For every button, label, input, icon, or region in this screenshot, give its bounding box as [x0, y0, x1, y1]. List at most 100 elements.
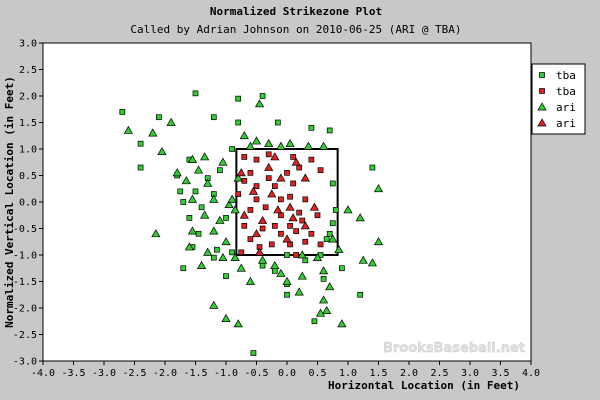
- data-point: [157, 146, 167, 155]
- data-point: [296, 209, 303, 216]
- data-point: [223, 215, 229, 221]
- data-point: [291, 157, 301, 166]
- data-point: [357, 291, 364, 298]
- y-tick-label: 2.0: [19, 92, 37, 103]
- x-tick-label: -1.0: [214, 368, 238, 379]
- data-point: [318, 141, 329, 150]
- legend-marker: [537, 102, 547, 111]
- data-point: [253, 156, 260, 163]
- data-point: [236, 263, 246, 272]
- data-point: [265, 151, 272, 158]
- data-point: [233, 319, 243, 328]
- data-point: [229, 249, 235, 256]
- data-point: [239, 210, 249, 219]
- data-point: [297, 271, 307, 280]
- data-point: [358, 255, 368, 264]
- data-point: [209, 300, 219, 309]
- data-point: [271, 268, 278, 274]
- data-point: [287, 241, 293, 248]
- data-point: [284, 170, 290, 176]
- data-point: [217, 167, 223, 174]
- data-point: [329, 220, 336, 227]
- data-point: [254, 247, 265, 256]
- data-point: [187, 226, 198, 235]
- data-point: [235, 119, 242, 126]
- data-point: [322, 305, 332, 314]
- data-point: [299, 217, 306, 224]
- data-point: [250, 350, 257, 356]
- data-point: [200, 210, 210, 219]
- data-point: [245, 141, 256, 150]
- data-point: [320, 276, 327, 282]
- data-point: [253, 183, 260, 189]
- x-tick-label: -0.5: [244, 368, 268, 379]
- data-point: [273, 205, 283, 214]
- y-tick-label: -3.0: [13, 357, 37, 368]
- data-point: [278, 230, 284, 237]
- watermark: BrooksBaseball.net: [383, 341, 525, 356]
- data-point: [180, 265, 187, 272]
- data-point: [200, 152, 210, 161]
- data-point: [288, 213, 298, 222]
- data-point: [287, 223, 293, 229]
- data-point: [239, 131, 249, 140]
- x-tick-label: 2.0: [400, 368, 418, 379]
- y-tick-label: -1.0: [13, 251, 37, 262]
- data-point: [236, 168, 246, 177]
- data-point: [235, 95, 242, 102]
- data-point: [215, 215, 225, 224]
- data-point: [326, 230, 333, 237]
- data-point: [262, 204, 269, 211]
- data-point: [253, 196, 260, 203]
- data-point: [282, 276, 292, 285]
- data-point: [241, 177, 248, 184]
- data-point: [151, 229, 161, 238]
- x-tick-label: -2.0: [153, 368, 177, 379]
- data-point: [334, 244, 344, 254]
- y-tick-label: -2.5: [13, 330, 37, 341]
- data-point: [223, 273, 229, 280]
- y-tick-label: 0.5: [19, 171, 37, 182]
- data-point: [278, 196, 284, 203]
- data-point: [318, 295, 329, 304]
- data-point: [270, 260, 280, 269]
- data-point: [257, 255, 268, 264]
- data-point: [137, 164, 144, 171]
- y-tick-label: -0.5: [13, 224, 37, 235]
- data-point: [137, 140, 144, 147]
- x-tick-label: -3.5: [61, 368, 85, 379]
- data-point: [302, 196, 309, 203]
- data-point: [290, 154, 296, 160]
- data-point: [296, 164, 303, 171]
- data-point: [248, 186, 259, 195]
- data-point: [184, 242, 195, 251]
- data-point: [251, 229, 262, 238]
- y-tick-label: 3.0: [19, 39, 37, 50]
- x-ticks: -4.0 -3.5 -3.0 -2.5 -2.0 -1.5 -1.0 -0.5 0.0 0.5 1.…: [31, 361, 540, 379]
- data-points: [119, 90, 384, 356]
- plot-area: [42, 42, 532, 362]
- data-point: [271, 183, 278, 189]
- chart-subtitle: Called by Adrian Johnson on 2010-06-25 (…: [130, 23, 461, 36]
- data-point: [284, 252, 290, 258]
- data-point: [210, 254, 217, 261]
- data-point: [264, 138, 274, 148]
- data-point: [369, 164, 376, 171]
- data-point: [309, 202, 320, 211]
- data-point: [196, 260, 207, 269]
- data-point: [218, 157, 228, 166]
- y-tick-label: 2.5: [19, 65, 37, 76]
- data-point: [323, 236, 330, 242]
- data-point: [297, 250, 307, 259]
- x-tick-label: 0.0: [278, 368, 296, 379]
- data-point: [355, 213, 365, 222]
- data-point: [278, 212, 284, 219]
- data-point: [172, 168, 182, 177]
- data-point: [235, 191, 242, 197]
- y-tick-label: 1.5: [19, 118, 37, 129]
- data-point: [254, 99, 265, 108]
- x-tick-label: -4.0: [31, 368, 55, 379]
- data-point: [259, 93, 266, 99]
- y-tick-label: 0.0: [19, 198, 37, 209]
